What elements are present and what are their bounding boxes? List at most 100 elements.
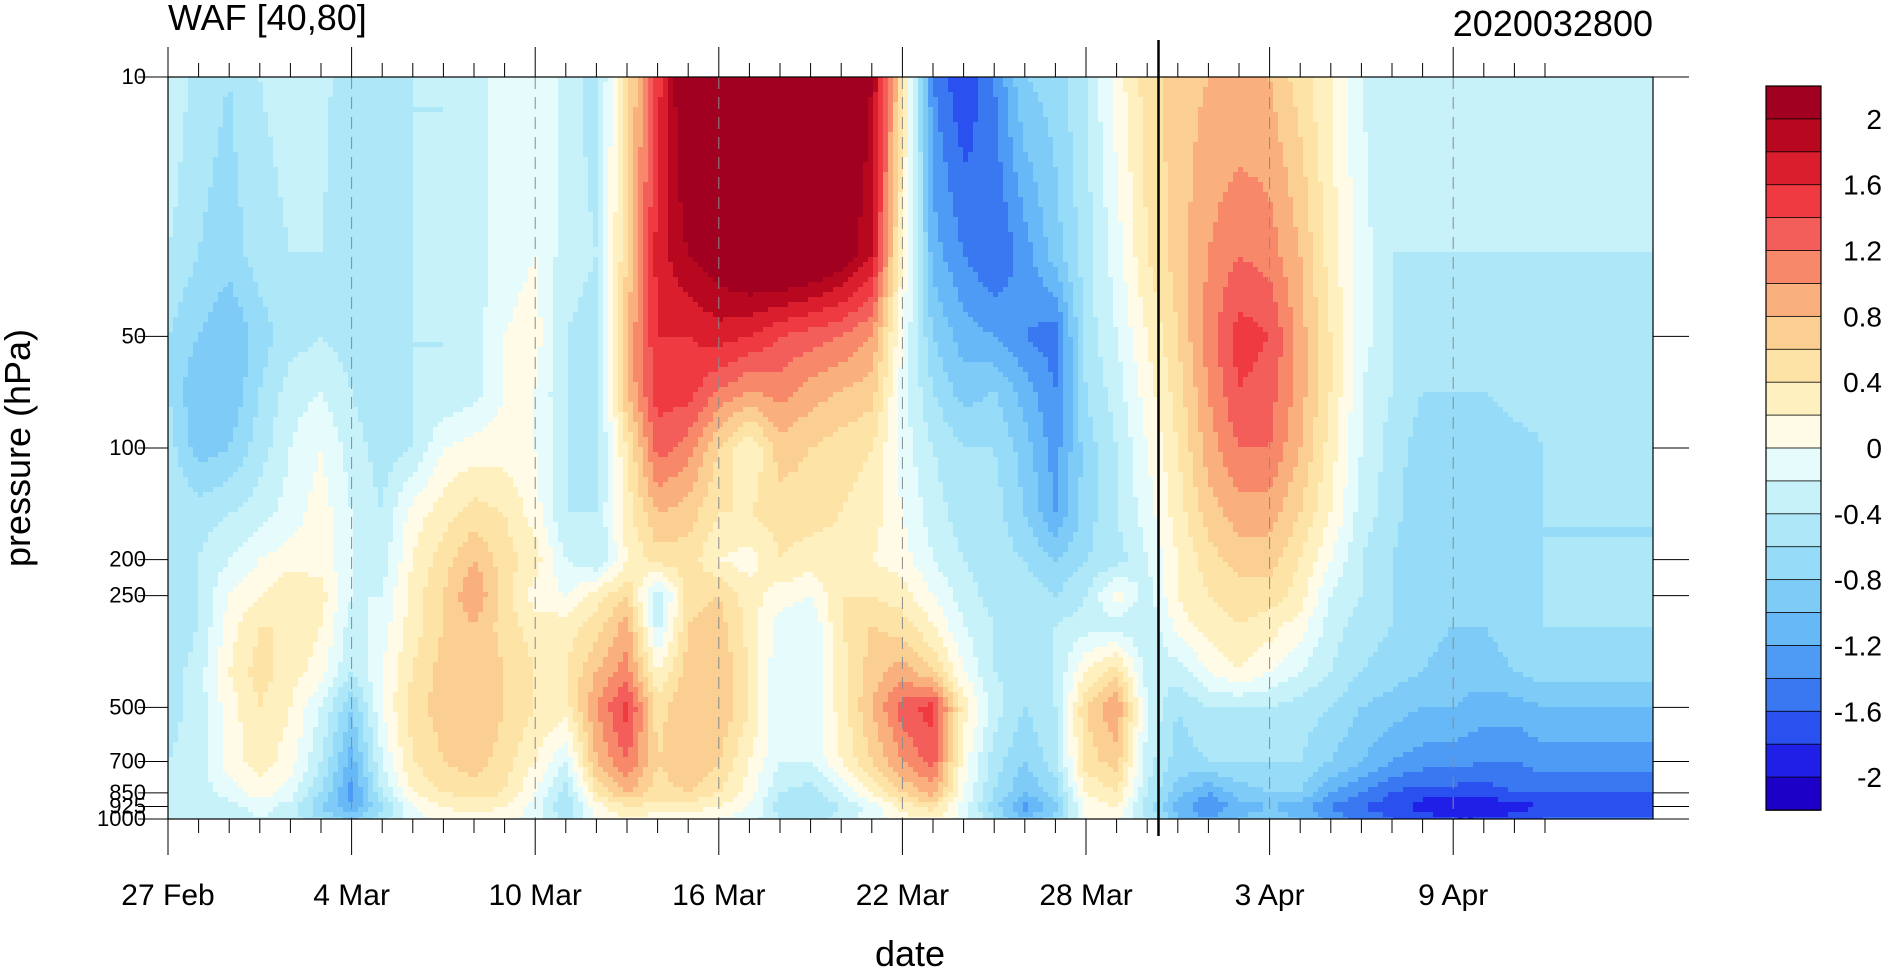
contour-cell bbox=[493, 82, 499, 88]
contour-cell bbox=[1293, 117, 1299, 123]
contour-cell bbox=[1093, 102, 1099, 108]
contour-cell bbox=[1498, 92, 1504, 98]
contour-cell bbox=[458, 107, 464, 113]
contour-cell bbox=[1093, 92, 1099, 98]
contour-cell bbox=[1393, 112, 1399, 118]
contour-cell bbox=[1353, 107, 1359, 113]
contour-cell bbox=[358, 97, 364, 103]
contour-cell bbox=[623, 97, 629, 103]
contour-cell bbox=[683, 102, 689, 108]
contour-cell bbox=[798, 107, 804, 113]
contour-cell bbox=[858, 92, 864, 98]
contour-cell bbox=[1613, 92, 1619, 98]
contour-cell bbox=[1338, 87, 1344, 93]
contour-cell bbox=[298, 82, 304, 88]
contour-cell bbox=[228, 117, 234, 123]
contour-cell bbox=[1038, 107, 1044, 113]
contour-cell bbox=[423, 82, 429, 88]
contour-cell bbox=[508, 102, 514, 108]
contour-cell bbox=[1438, 117, 1444, 123]
contour-cell bbox=[1048, 92, 1054, 98]
contour-cell bbox=[1163, 117, 1169, 123]
contour-cell bbox=[598, 82, 604, 88]
contour-cell bbox=[453, 107, 459, 113]
contour-cell bbox=[753, 92, 759, 98]
contour-cell bbox=[1418, 87, 1424, 93]
contour-cell bbox=[918, 102, 924, 108]
contour-cell bbox=[213, 102, 219, 108]
contour-cell bbox=[973, 97, 979, 103]
contour-cell bbox=[308, 102, 314, 108]
contour-cell bbox=[318, 102, 324, 108]
contour-cell bbox=[413, 117, 419, 123]
contour-cell bbox=[558, 112, 564, 118]
contour-cell bbox=[1458, 92, 1464, 98]
contour-cell bbox=[738, 77, 744, 83]
contour-cell bbox=[613, 97, 619, 103]
contour-cell bbox=[1393, 117, 1399, 123]
contour-cell bbox=[1453, 87, 1459, 93]
contour-cell bbox=[418, 102, 424, 108]
contour-cell bbox=[208, 97, 214, 103]
contour-cell bbox=[1183, 77, 1189, 83]
contour-cell bbox=[848, 87, 854, 93]
contour-cell bbox=[273, 97, 279, 103]
contour-cell bbox=[538, 87, 544, 93]
contour-cell bbox=[983, 97, 989, 103]
contour-cell bbox=[193, 82, 199, 88]
contour-cell bbox=[1458, 112, 1464, 118]
contour-cell bbox=[1408, 107, 1414, 113]
contour-cell bbox=[1423, 92, 1429, 98]
contour-cell bbox=[1258, 112, 1264, 118]
contour-cell bbox=[1118, 102, 1124, 108]
contour-cell bbox=[258, 112, 264, 118]
contour-cell bbox=[848, 77, 854, 83]
contour-cell bbox=[1488, 92, 1494, 98]
contour-cell bbox=[678, 122, 684, 128]
contour-cell bbox=[868, 87, 874, 93]
contour-cell bbox=[1358, 97, 1364, 103]
contour-cell bbox=[598, 77, 604, 83]
contour-cell bbox=[393, 87, 399, 93]
contour-cell bbox=[1593, 92, 1599, 98]
contour-cell bbox=[1478, 102, 1484, 108]
contour-cell bbox=[1133, 87, 1139, 93]
contour-cell bbox=[1438, 87, 1444, 93]
contour-cell bbox=[803, 82, 809, 88]
contour-cell bbox=[398, 122, 404, 128]
contour-cell bbox=[618, 87, 624, 93]
contour-cell bbox=[968, 82, 974, 88]
contour-cell bbox=[488, 87, 494, 93]
contour-cell bbox=[268, 97, 274, 103]
contour-cell bbox=[553, 117, 559, 123]
contour-cell bbox=[1283, 107, 1289, 113]
contour-cell bbox=[1098, 92, 1104, 98]
contour-cell bbox=[843, 92, 849, 98]
contour-cell bbox=[1188, 117, 1194, 123]
contour-cell bbox=[348, 102, 354, 108]
contour-cell bbox=[978, 77, 984, 83]
contour-cell bbox=[1138, 112, 1144, 118]
contour-cell bbox=[278, 117, 284, 123]
contour-cell bbox=[1028, 97, 1034, 103]
contour-cell bbox=[1498, 82, 1504, 88]
contour-cell bbox=[693, 112, 699, 118]
contour-cell bbox=[1288, 112, 1294, 118]
contour-cell bbox=[988, 97, 994, 103]
contour-cell bbox=[1598, 92, 1604, 98]
contour-cell bbox=[1053, 107, 1059, 113]
contour-cell bbox=[858, 97, 864, 103]
contour-cell bbox=[813, 102, 819, 108]
contour-cell bbox=[203, 102, 209, 108]
contour-cell bbox=[1538, 112, 1544, 118]
contour-cell bbox=[288, 102, 294, 108]
contour-cell bbox=[1353, 112, 1359, 118]
contour-cell bbox=[193, 102, 199, 108]
contour-cell bbox=[933, 102, 939, 108]
contour-cell bbox=[1543, 102, 1549, 108]
contour-cell bbox=[208, 122, 214, 128]
contour-cell bbox=[753, 97, 759, 103]
contour-cell bbox=[1488, 97, 1494, 103]
contour-cell bbox=[1283, 77, 1289, 83]
contour-cell bbox=[698, 82, 704, 88]
